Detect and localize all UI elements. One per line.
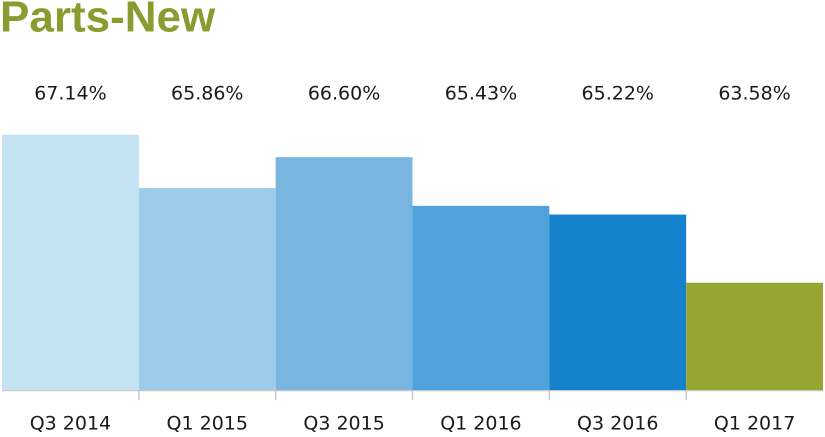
chart-title: Parts-New [0,0,216,42]
bar [412,205,550,390]
value-label: 63.58% [718,83,790,105]
bar [275,157,413,390]
bar [2,134,139,390]
x-tick-label: Q3 2014 [30,413,111,435]
value-label: 66.60% [308,83,380,105]
value-label: 65.22% [582,83,654,105]
x-tick-label: Q3 2016 [577,413,658,435]
bar [549,214,687,390]
bar [686,282,823,390]
x-tick-label: Q1 2017 [714,413,795,435]
value-label: 65.43% [445,83,517,105]
x-tick-label: Q1 2016 [440,413,521,435]
x-tick-label: Q1 2015 [167,413,248,435]
value-label: 65.86% [171,83,243,105]
x-tick-label: Q3 2015 [303,413,384,435]
bar [138,187,276,390]
value-label: 67.14% [34,83,106,105]
